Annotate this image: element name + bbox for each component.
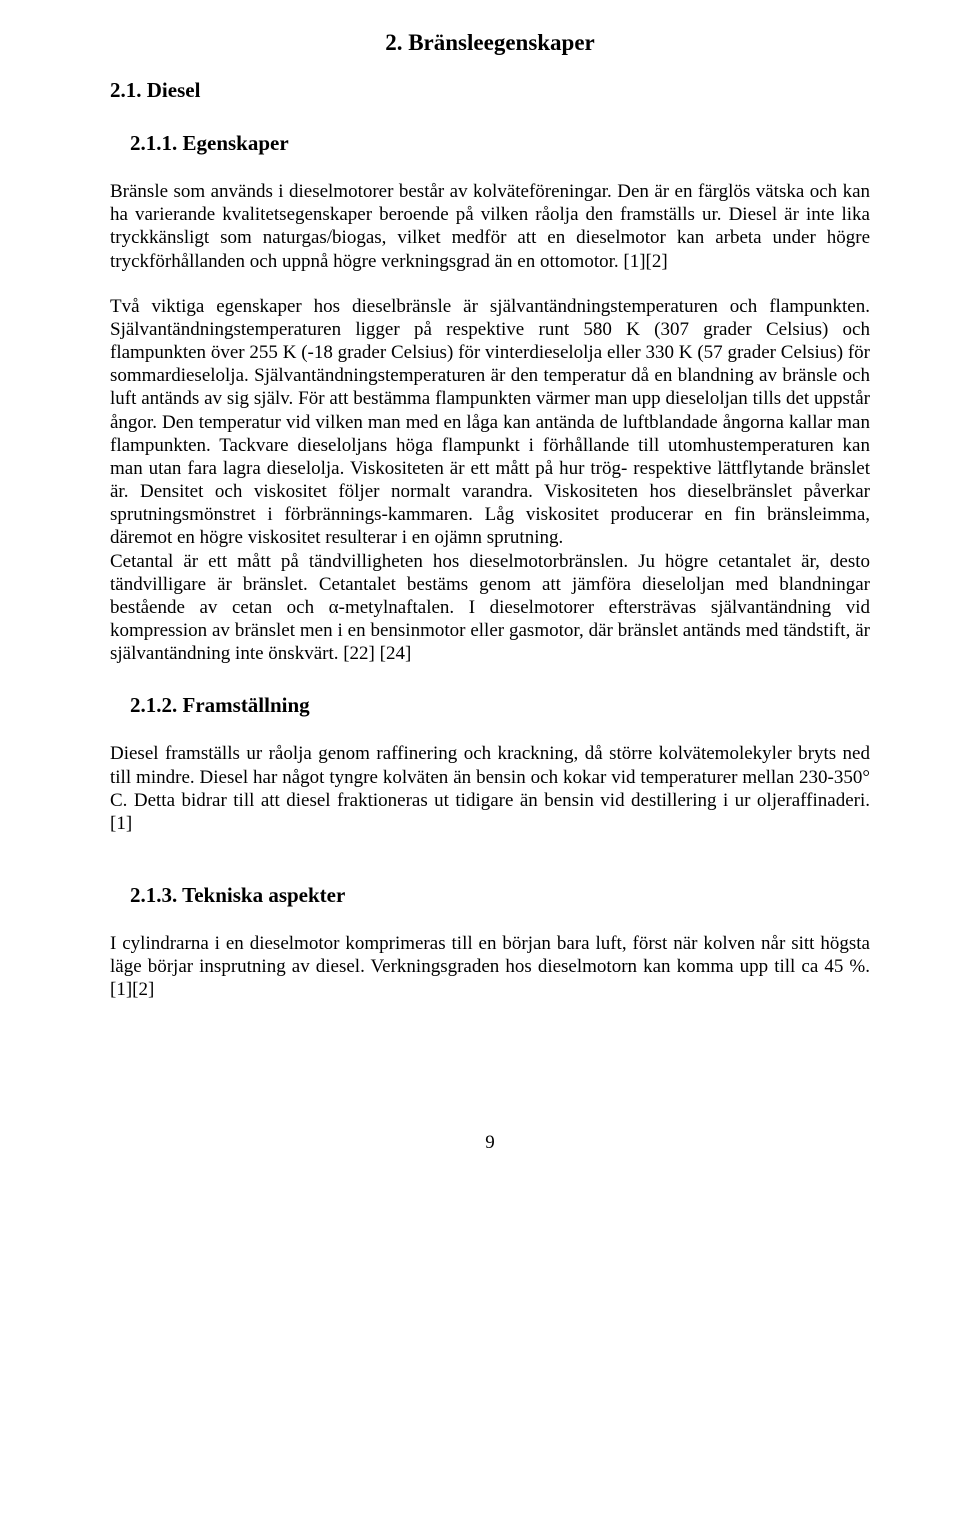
paragraph: Bränsle som används i dieselmotorer best…: [110, 180, 870, 273]
section-heading-2-1: 2.1. Diesel: [110, 78, 870, 103]
paragraph: I cylindrarna i en dieselmotor komprimer…: [110, 932, 870, 1002]
subheading-2-1-2: 2.1.2. Framställning: [130, 693, 870, 718]
chapter-title: 2. Bränsleegenskaper: [110, 30, 870, 56]
page-number: 9: [110, 1132, 870, 1154]
paragraph: Diesel framställs ur råolja genom raffin…: [110, 742, 870, 835]
subheading-2-1-3: 2.1.3. Tekniska aspekter: [130, 883, 870, 908]
document-page: 2. Bränsleegenskaper 2.1. Diesel 2.1.1. …: [0, 0, 960, 1214]
subheading-2-1-1: 2.1.1. Egenskaper: [130, 131, 870, 156]
paragraph: Cetantal är ett mått på tändvilligheten …: [110, 550, 870, 666]
paragraph: Två viktiga egenskaper hos dieselbränsle…: [110, 295, 870, 550]
